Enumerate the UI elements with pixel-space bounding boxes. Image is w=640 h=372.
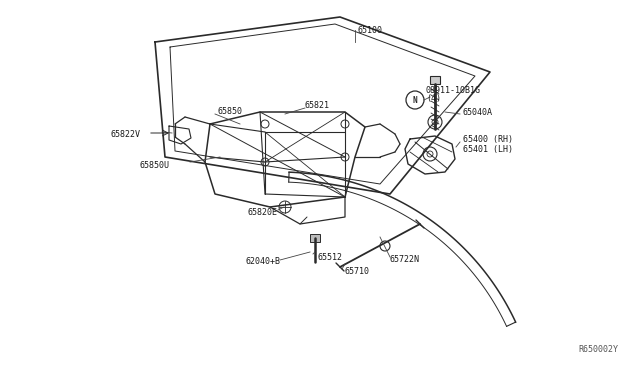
Text: 65722N: 65722N xyxy=(390,256,420,264)
Text: 65850: 65850 xyxy=(218,106,243,115)
Text: N: N xyxy=(413,96,417,105)
Text: 65822V: 65822V xyxy=(110,129,140,138)
Text: 65400 (RH): 65400 (RH) xyxy=(463,135,513,144)
Text: 65512: 65512 xyxy=(318,253,343,263)
Text: 65401 (LH): 65401 (LH) xyxy=(463,144,513,154)
Text: 62040+B: 62040+B xyxy=(245,257,280,266)
Text: 65821: 65821 xyxy=(305,100,330,109)
Text: (4): (4) xyxy=(426,93,441,103)
Text: 65820E: 65820E xyxy=(248,208,278,217)
Text: 65100: 65100 xyxy=(358,26,383,35)
Text: 65850U: 65850U xyxy=(140,160,170,170)
Text: 08911-10B1G: 08911-10B1G xyxy=(426,86,481,94)
Text: 65710: 65710 xyxy=(345,267,370,276)
FancyBboxPatch shape xyxy=(310,234,320,242)
Polygon shape xyxy=(430,76,440,84)
Text: 65040A: 65040A xyxy=(463,108,493,116)
Text: R650002Y: R650002Y xyxy=(578,345,618,354)
